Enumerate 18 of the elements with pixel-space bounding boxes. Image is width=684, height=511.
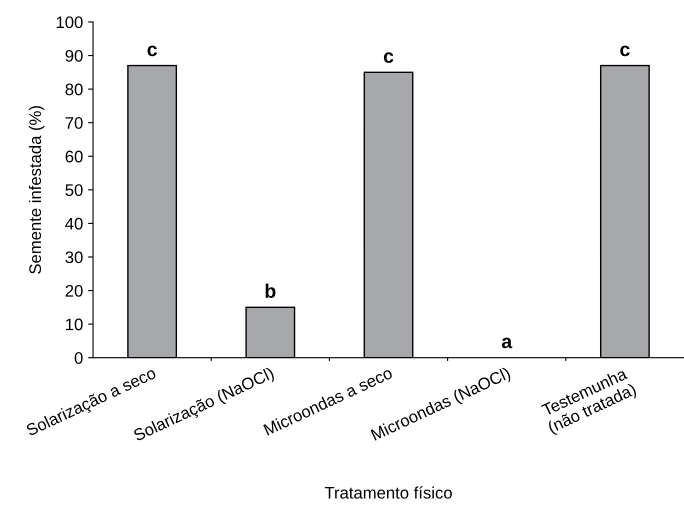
y-tick-label: 0 [74, 352, 83, 364]
x-axis-title: Tratamento físico [324, 486, 452, 499]
annotation: c [620, 46, 630, 56]
y-tick-label: 100 [56, 16, 83, 28]
y-tick-label: 90 [66, 50, 83, 62]
y-tick-label: 20 [66, 284, 83, 297]
annotation: c [384, 52, 394, 63]
y-axis-title: Semente infestada (%) [28, 106, 44, 274]
y-tick-label: 10 [66, 318, 83, 330]
y-tick-label: 80 [65, 84, 83, 96]
y-tick-label: 60 [66, 150, 83, 162]
y-tick-label: 40 [65, 218, 83, 230]
y-tick-label: 50 [65, 184, 83, 196]
annotation: b [266, 284, 276, 298]
y-tick-label: 30 [65, 251, 83, 264]
annotation: c [147, 46, 157, 56]
y-tick-label: 70 [66, 117, 83, 129]
annotation: a [502, 338, 512, 348]
